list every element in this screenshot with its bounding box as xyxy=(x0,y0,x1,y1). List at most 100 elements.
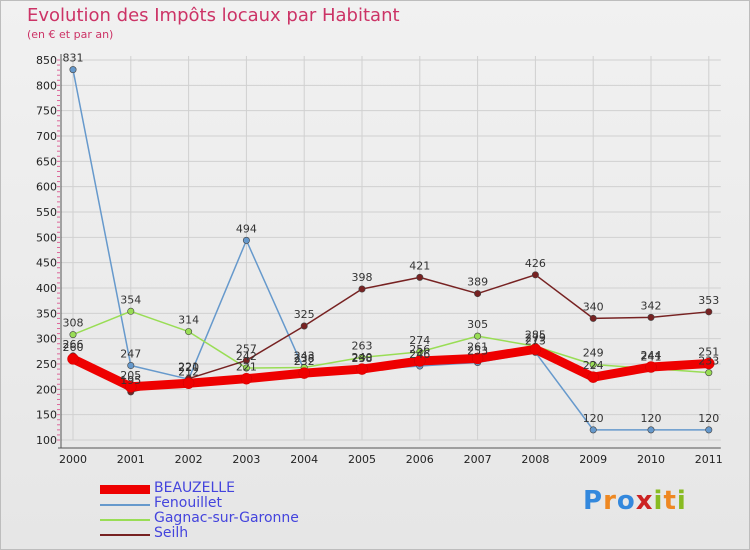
data-label: 314 xyxy=(178,314,199,327)
legend-label-seilh: Seilh xyxy=(154,525,189,541)
data-label: 260 xyxy=(63,341,84,354)
y-tick-label: 500 xyxy=(36,231,57,244)
data-point xyxy=(589,426,597,434)
data-label: 238 xyxy=(294,352,315,365)
data-label: 243 xyxy=(294,350,315,363)
series-line-beauzelle xyxy=(68,344,714,392)
data-label: 246 xyxy=(409,348,430,361)
y-tick-label: 100 xyxy=(36,434,57,447)
x-tick-label: 2002 xyxy=(175,453,203,466)
data-label: 212 xyxy=(178,365,199,378)
chart-title: Evolution des Impôts locaux par Habitant xyxy=(27,5,400,26)
y-tick-label: 850 xyxy=(36,54,57,67)
data-label: 221 xyxy=(236,361,257,374)
legend-swatch-gagnac xyxy=(100,519,150,521)
brand-logo: Proxiti xyxy=(583,486,687,516)
y-tick-label: 400 xyxy=(36,282,57,295)
y-tick-label: 450 xyxy=(36,257,57,270)
data-point xyxy=(705,308,713,316)
legend-swatch-fenouillet xyxy=(100,504,150,506)
x-tick-label: 2011 xyxy=(695,453,723,466)
data-point xyxy=(185,328,193,336)
data-label: 325 xyxy=(294,308,315,321)
data-label: 221 xyxy=(178,361,199,374)
data-label: 257 xyxy=(236,342,257,355)
x-tick-label: 2006 xyxy=(406,453,434,466)
data-label: 266 xyxy=(63,338,84,351)
data-point xyxy=(182,377,195,390)
data-label: 251 xyxy=(698,345,719,358)
data-label: 120 xyxy=(641,412,662,425)
data-label: 831 xyxy=(63,52,84,65)
data-label: 232 xyxy=(294,355,315,368)
series-points xyxy=(67,66,715,434)
data-label: 120 xyxy=(583,412,604,425)
x-tick-label: 2004 xyxy=(290,453,318,466)
data-label: 244 xyxy=(641,349,662,362)
data-label: 279 xyxy=(525,331,546,344)
x-tick-label: 2007 xyxy=(464,453,492,466)
series-lines xyxy=(68,68,714,431)
data-label: 494 xyxy=(236,222,257,235)
data-label: 253 xyxy=(467,344,488,357)
data-point xyxy=(298,367,310,379)
x-tick-label: 2000 xyxy=(59,453,87,466)
data-point xyxy=(416,348,424,356)
data-label: 249 xyxy=(583,347,604,360)
data-point xyxy=(414,355,426,367)
data-label: 398 xyxy=(352,271,373,284)
x-tick-label: 2001 xyxy=(117,453,145,466)
y-tick-label: 650 xyxy=(36,155,57,168)
data-point xyxy=(69,331,77,339)
data-point xyxy=(358,353,366,361)
data-point xyxy=(474,290,482,298)
data-label: 285 xyxy=(525,328,546,341)
y-tick-label: 150 xyxy=(36,409,57,422)
data-label: 238 xyxy=(352,352,373,365)
data-label: 256 xyxy=(409,343,430,356)
data-label: 240 xyxy=(352,351,373,364)
data-label: 120 xyxy=(698,412,719,425)
data-label: 205 xyxy=(120,369,141,382)
data-point xyxy=(471,352,484,365)
data-label: 224 xyxy=(583,359,604,372)
y-tick-label: 300 xyxy=(36,333,57,346)
data-label: 195 xyxy=(120,374,141,387)
y-tick-label: 250 xyxy=(36,358,57,371)
data-label: 308 xyxy=(63,317,84,330)
brand-letter: o xyxy=(616,486,636,516)
y-tick-label: 200 xyxy=(36,383,57,396)
data-point xyxy=(300,322,308,330)
data-point xyxy=(589,314,597,322)
data-point xyxy=(587,371,599,383)
data-point xyxy=(127,362,135,370)
legend-swatch-seilh xyxy=(100,534,150,536)
data-point xyxy=(242,236,250,244)
data-point xyxy=(69,66,77,74)
y-tick-label: 750 xyxy=(36,105,57,118)
data-label: 426 xyxy=(525,257,546,270)
x-tick-label: 2005 xyxy=(348,453,376,466)
data-point xyxy=(703,357,715,370)
legend-label-fenouillet: Fenouillet xyxy=(154,495,222,511)
chart-subtitle: (en € et par an) xyxy=(27,28,114,41)
y-tick-label: 700 xyxy=(36,130,57,143)
brand-letter: P xyxy=(583,486,604,516)
data-point xyxy=(647,426,655,434)
data-point xyxy=(240,372,253,385)
axes: 100 150 200 250 300 350 400 450 500 550 600 650 700 7… xyxy=(36,54,723,466)
data-label: 242 xyxy=(236,350,257,363)
y-tick-label: 350 xyxy=(36,307,57,320)
legend-swatch-beauzelle xyxy=(100,485,150,494)
data-label: 342 xyxy=(641,299,662,312)
y-tick-label: 600 xyxy=(36,181,57,194)
x-tick-label: 2008 xyxy=(521,453,549,466)
brand-letter: x xyxy=(635,486,654,516)
data-label: 220 xyxy=(178,361,199,374)
data-point xyxy=(531,271,539,279)
data-point xyxy=(705,369,713,377)
brand-letter: i xyxy=(676,486,687,516)
data-label: 274 xyxy=(409,334,430,347)
